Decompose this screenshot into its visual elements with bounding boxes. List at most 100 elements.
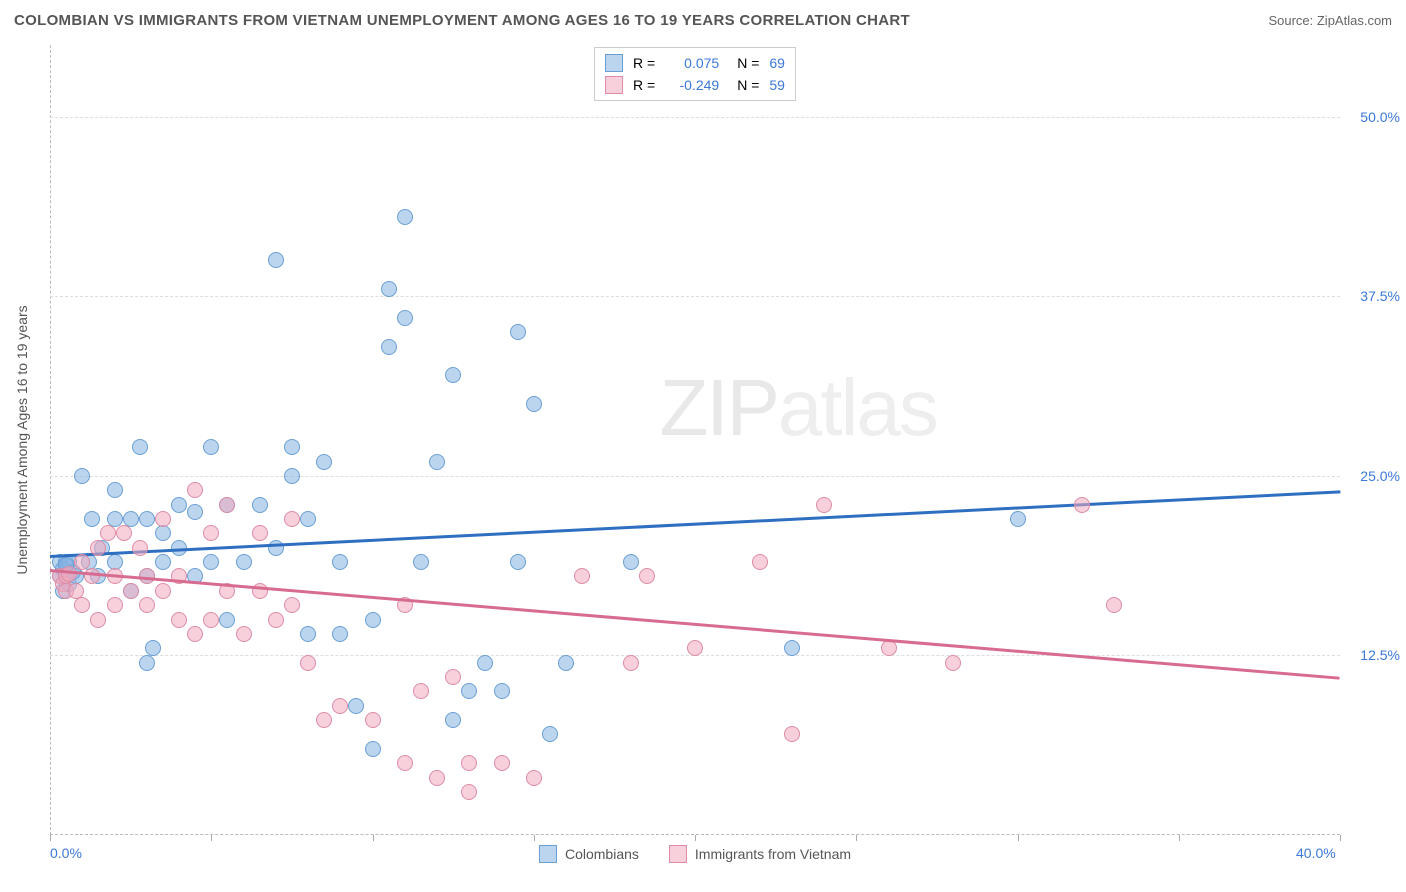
data-point [74,597,90,613]
swatch-series-1 [605,54,623,72]
data-point [90,540,106,556]
data-point [381,281,397,297]
legend-label-1: Colombians [565,846,639,862]
data-point [1106,597,1122,613]
legend: Colombians Immigrants from Vietnam [539,845,851,863]
data-point [413,683,429,699]
data-point [171,612,187,628]
y-axis [50,45,51,835]
data-point [155,525,171,541]
data-point [123,583,139,599]
scatter-chart: Unemployment Among Ages 16 to 19 years Z… [50,45,1340,835]
y-tick-label: 50.0% [1360,109,1400,125]
data-point [558,655,574,671]
source-label: Source: ZipAtlas.com [1268,13,1392,28]
swatch-series-2 [605,76,623,94]
data-point [139,597,155,613]
data-point [623,655,639,671]
data-point [107,597,123,613]
x-tick [695,835,696,841]
data-point [332,626,348,642]
data-point [268,252,284,268]
data-point [203,554,219,570]
data-point [397,755,413,771]
data-point [445,367,461,383]
data-point [623,554,639,570]
data-point [397,209,413,225]
data-point [300,511,316,527]
x-tick-label: 40.0% [1296,845,1336,861]
x-tick [1018,835,1019,841]
data-point [84,511,100,527]
data-point [171,497,187,513]
data-point [90,612,106,628]
data-point [74,554,90,570]
data-point [100,525,116,541]
data-point [187,626,203,642]
r-label: R = [633,77,655,93]
data-point [107,482,123,498]
data-point [84,568,100,584]
data-point [429,454,445,470]
n-label: N = [737,55,759,71]
data-point [461,784,477,800]
data-point [116,525,132,541]
data-point [1010,511,1026,527]
data-point [365,612,381,628]
y-tick-label: 25.0% [1360,468,1400,484]
correlation-box: R = 0.075 N = 69 R = -0.249 N = 59 [594,47,796,101]
data-point [139,655,155,671]
legend-item-2: Immigrants from Vietnam [669,845,851,863]
data-point [945,655,961,671]
watermark: ZIPatlas [659,362,936,454]
grid-line [50,296,1340,297]
data-point [461,683,477,699]
data-point [542,726,558,742]
data-point [784,726,800,742]
data-point [284,511,300,527]
data-point [252,525,268,541]
data-point [155,511,171,527]
data-point [74,468,90,484]
data-point [445,669,461,685]
x-tick [50,835,51,841]
data-point [132,439,148,455]
data-point [219,612,235,628]
data-point [429,770,445,786]
data-point [203,612,219,628]
data-point [510,324,526,340]
r-value-1: 0.075 [665,55,719,71]
correlation-row-1: R = 0.075 N = 69 [605,52,785,74]
data-point [365,741,381,757]
data-point [881,640,897,656]
data-point [187,482,203,498]
legend-swatch-2 [669,845,687,863]
x-tick [1340,835,1341,841]
data-point [687,640,703,656]
data-point [445,712,461,728]
data-point [203,439,219,455]
data-point [284,597,300,613]
trend-line [50,490,1340,557]
data-point [236,554,252,570]
data-point [397,310,413,326]
y-tick-label: 37.5% [1360,288,1400,304]
data-point [461,755,477,771]
legend-item-1: Colombians [539,845,639,863]
x-tick [856,835,857,841]
r-label: R = [633,55,655,71]
data-point [1074,497,1090,513]
data-point [300,626,316,642]
data-point [268,540,284,556]
data-point [574,568,590,584]
x-tick [534,835,535,841]
data-point [268,612,284,628]
data-point [510,554,526,570]
data-point [332,698,348,714]
x-tick [373,835,374,841]
y-axis-label: Unemployment Among Ages 16 to 19 years [14,305,30,574]
data-point [526,770,542,786]
data-point [155,554,171,570]
data-point [203,525,219,541]
data-point [132,540,148,556]
